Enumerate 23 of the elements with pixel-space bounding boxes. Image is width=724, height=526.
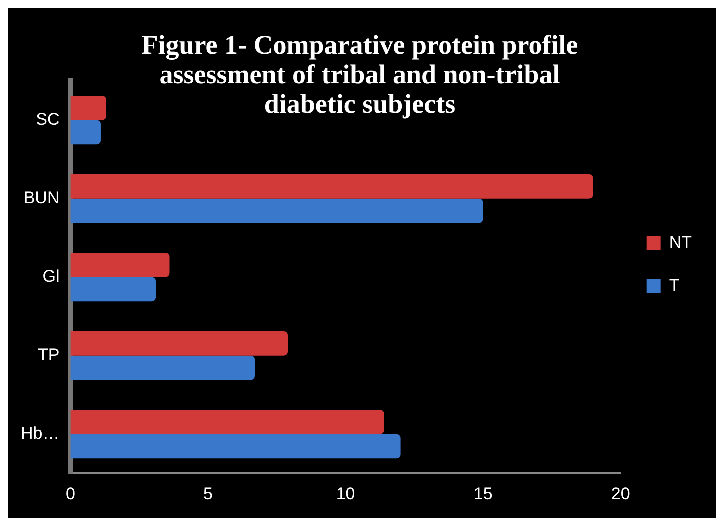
bar <box>70 356 256 380</box>
x-tick-label: 5 <box>204 484 213 504</box>
bar <box>70 174 594 199</box>
bar <box>70 332 288 356</box>
bar <box>70 434 401 459</box>
legend-label: T <box>669 276 680 296</box>
y-tick-label: Hb… <box>20 424 60 444</box>
y-tick-label: SC <box>36 110 60 130</box>
chart-title: Figure 1- Comparative protein profile assessment of tribal and non-tribal diabetic subjects <box>142 30 578 120</box>
bar <box>70 277 156 302</box>
y-tick-label: Gl <box>42 267 60 286</box>
legend-label: NT <box>669 233 692 252</box>
x-tick-label: 15 <box>474 484 493 504</box>
x-tick-label: 0 <box>66 484 76 504</box>
bar <box>70 410 384 434</box>
bar <box>70 120 101 145</box>
y-tick-label: TP <box>38 346 60 365</box>
bar <box>70 96 106 120</box>
bar <box>70 198 484 224</box>
x-tick-label: 20 <box>611 484 630 504</box>
y-tick-label: BUN <box>24 188 60 208</box>
bar <box>70 253 170 278</box>
x-tick-label: 10 <box>336 484 356 504</box>
